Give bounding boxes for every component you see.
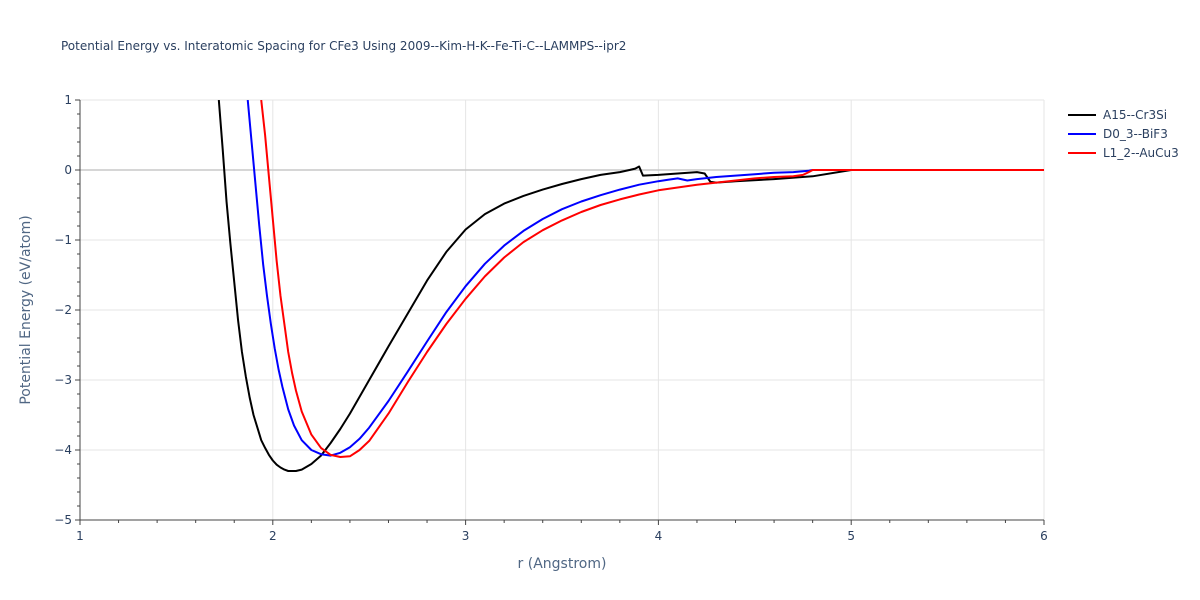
legend-label: D0_3--BiF3 bbox=[1103, 127, 1168, 141]
x-tick-label: 6 bbox=[1040, 529, 1048, 543]
grid-layer bbox=[80, 99, 1045, 520]
legend[interactable]: A15--Cr3Si D0_3--BiF3 L1_2--AuCu3 bbox=[1068, 108, 1179, 160]
series-layer bbox=[217, 100, 1044, 472]
x-tick-label: 1 bbox=[76, 529, 84, 543]
x-tick-label: 2 bbox=[269, 529, 277, 543]
y-tick-label: 0 bbox=[64, 163, 72, 177]
y-tick-label: −2 bbox=[54, 303, 72, 317]
y-tick-label: −5 bbox=[54, 513, 72, 527]
y-tick-label: −4 bbox=[54, 443, 72, 457]
x-axis-title: r (Angstrom) bbox=[518, 556, 607, 572]
legend-item[interactable]: D0_3--BiF3 bbox=[1068, 127, 1168, 141]
x-tick-label: 5 bbox=[847, 529, 855, 543]
series-line-a15-cr3si bbox=[217, 100, 1044, 472]
legend-item[interactable]: A15--Cr3Si bbox=[1068, 108, 1167, 122]
series-line-d0-3-bif3 bbox=[246, 100, 1044, 457]
y-tick-label: 1 bbox=[64, 93, 72, 107]
y-tick-label: −1 bbox=[54, 233, 72, 247]
y-axis-title: Potential Energy (eV/atom) bbox=[18, 215, 34, 404]
series-line-l1-2-aucu3 bbox=[260, 100, 1044, 458]
x-tick-label: 3 bbox=[462, 529, 470, 543]
y-tick-label: −3 bbox=[54, 373, 72, 387]
x-tick-label: 4 bbox=[655, 529, 663, 543]
legend-label: L1_2--AuCu3 bbox=[1103, 146, 1179, 160]
chart-title: Potential Energy vs. Interatomic Spacing… bbox=[61, 39, 626, 53]
legend-label: A15--Cr3Si bbox=[1103, 108, 1167, 122]
ticks-layer: 1 2 3 4 5 6 1 0 −1 −2 −3 −4 −5 bbox=[54, 93, 1048, 543]
legend-item[interactable]: L1_2--AuCu3 bbox=[1068, 146, 1179, 160]
